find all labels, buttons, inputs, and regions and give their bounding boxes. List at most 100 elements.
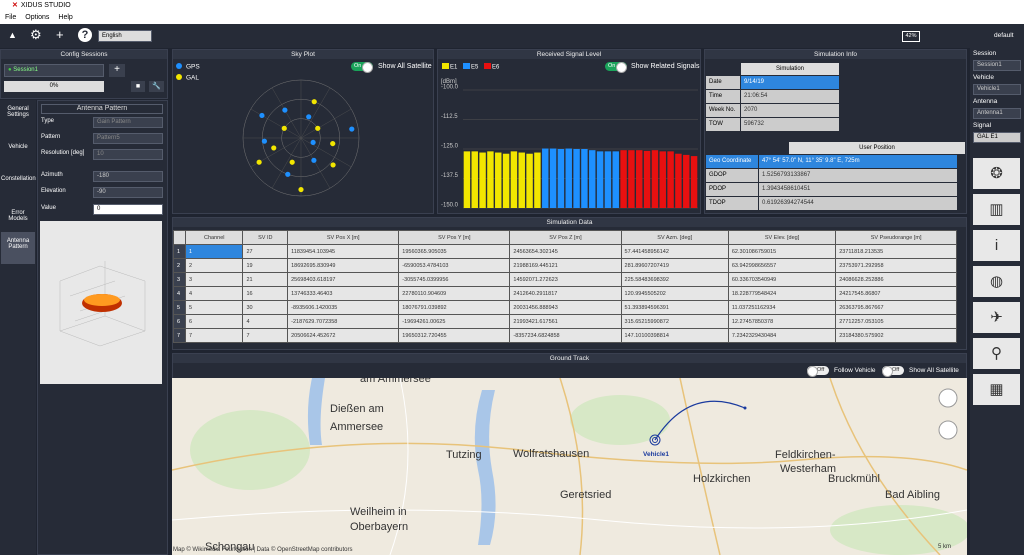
satellite [330,162,336,168]
signal-toggle-label: Show Related Signals [631,63,700,70]
place-label: Holzkirchen [693,473,750,485]
cell: 281.89607207419 [620,258,729,273]
field-label: Resolution [deg] [41,150,85,156]
place-label: am Ammersee [360,378,431,385]
cell: 25698403.618197 [287,272,400,287]
bar [596,151,604,208]
cell: 14592071.272623 [509,272,622,287]
nav-button[interactable]: ◍ [973,266,1020,297]
cell: 225.58483698392 [620,272,729,287]
toolbar: ▲ ⚙ + ? English 42% default [0,24,1024,48]
place-label: Dießen am [330,403,384,415]
config-panel: Config Sessions ● Session1 0% + ■ 🔧 [0,49,168,99]
signal-toggle[interactable]: On [605,62,627,73]
cell: 11839454.103945 [287,244,400,259]
bar [690,156,698,208]
cell: 16 [242,286,289,301]
tab[interactable]: General Settings [7,106,29,118]
cell: 7.2342329430484 [727,328,837,343]
bar [643,150,651,208]
info-value: 2070 [741,104,839,117]
bar [675,153,682,208]
bar [534,152,541,208]
sidebar-select[interactable]: Antenna1 [973,108,1021,119]
menu-item[interactable]: File [5,14,17,21]
cell: 27 [242,244,289,259]
toggle[interactable]: Off [882,366,904,377]
nav-button[interactable]: ▥ [973,194,1020,225]
session-select[interactable]: ● Session1 [4,64,104,77]
legend-label: E6 [492,65,500,71]
nav-button[interactable]: ▦ [973,374,1020,405]
sidebar-select[interactable]: Vehicle1 [973,84,1021,95]
nav-button[interactable]: i [973,230,1020,261]
add-icon[interactable]: + [56,27,64,42]
cell: 1 [184,244,244,259]
place-label: Bruckmühl [828,473,880,485]
sky-toggle[interactable]: On [351,62,373,73]
place-label: Bad Aibling [885,489,940,501]
sidebar-select[interactable]: Session1 [973,60,1021,71]
bar [581,149,588,208]
tab[interactable]: Constellation [1,176,36,182]
tab[interactable]: Antenna Pattern [1,232,35,264]
scale: 5 km [938,544,951,550]
place-label: Weilheim in [350,506,407,518]
language-select[interactable]: English [98,30,152,42]
satellite [298,186,304,193]
cell: 2 [184,258,244,273]
user[interactable]: default [994,32,1014,39]
signal-title: Received Signal Level [438,50,700,59]
menu-item[interactable]: Help [58,14,73,21]
table-row[interactable]: 7 7 7 20506624.452672 19650312.720455 -835723… [173,328,957,343]
field-value[interactable]: 0 [93,204,163,215]
row-number-header [173,230,186,245]
y-tick-label: -125.0 [441,144,459,150]
bar [479,152,486,208]
sky-spoke [271,87,302,139]
column-header: SV Pseudorange [m] [835,230,957,245]
toggle[interactable]: Off [807,366,829,377]
bar [667,151,674,208]
sidebar-label: Signal [973,122,992,129]
tools[interactable]: 🔧 [149,81,164,92]
bar [542,148,549,208]
signal-chart: -100.0 -112.5 -125.0 -137.5 -150.0 [dBm] E1 E5 E… [441,63,698,209]
tab[interactable]: Error Models [8,210,28,222]
pos-value: 1.5256793133867 [759,169,957,182]
cell: 30 [242,300,289,315]
antenna-panel: Antenna Pattern Type Gain Pattern Pattern P… [37,100,168,555]
menu-item[interactable]: Options [25,14,50,21]
sim-table: Channel SV ID SV Pos X [m] SV Pos Y [m] SV P… [173,230,957,343]
table-row[interactable]: 4 4 16 13746333.46403 22780110.904609 2412640… [173,286,957,301]
field-value[interactable]: -90 [93,187,163,198]
add-session[interactable]: + [109,64,125,77]
cell: 23184380.575902 [835,328,957,343]
table-row[interactable]: 6 6 4 -2187629.7072358 -19694261.00625 219934… [173,314,957,329]
tab[interactable]: Vehicle [8,144,28,150]
table-row[interactable]: 2 2 19 18692695.830949 -6590053.4784103 21988… [173,258,957,273]
field-value[interactable]: Gain Pattern [93,117,163,128]
satellite [311,99,317,105]
nav-button[interactable]: ⚲ [973,338,1020,369]
field-value[interactable]: Pattern5 [93,133,163,144]
field-label: Value [41,205,56,211]
table-row[interactable]: 1 1 27 11839454.103945 19560365.905035 245636… [173,244,957,259]
sidebar-select[interactable]: GAL E1 [973,132,1021,143]
settings-icon[interactable]: ⚙ [30,27,42,42]
nav-button[interactable]: ❂ [973,158,1020,189]
up-icon[interactable]: ▲ [8,30,17,40]
satellite [306,114,312,120]
field-value[interactable]: 10 [93,149,163,160]
legend-swatch [484,63,491,69]
field-value[interactable]: -180 [93,171,163,182]
info-label: Time [706,90,740,103]
help-icon[interactable]: ? [78,28,92,42]
nav-button[interactable]: ✈ [973,302,1020,333]
field-label: Azimuth [41,172,63,178]
table-row[interactable]: 3 3 21 25698403.618197 -3055745.0399956 14592… [173,272,957,287]
cell: 19560365.905035 [398,244,511,259]
table-row[interactable]: 5 5 30 -8935606.1420035 18076791.039892 20031… [173,300,957,315]
row-number: 3 [173,272,186,287]
stop[interactable]: ■ [131,81,145,92]
